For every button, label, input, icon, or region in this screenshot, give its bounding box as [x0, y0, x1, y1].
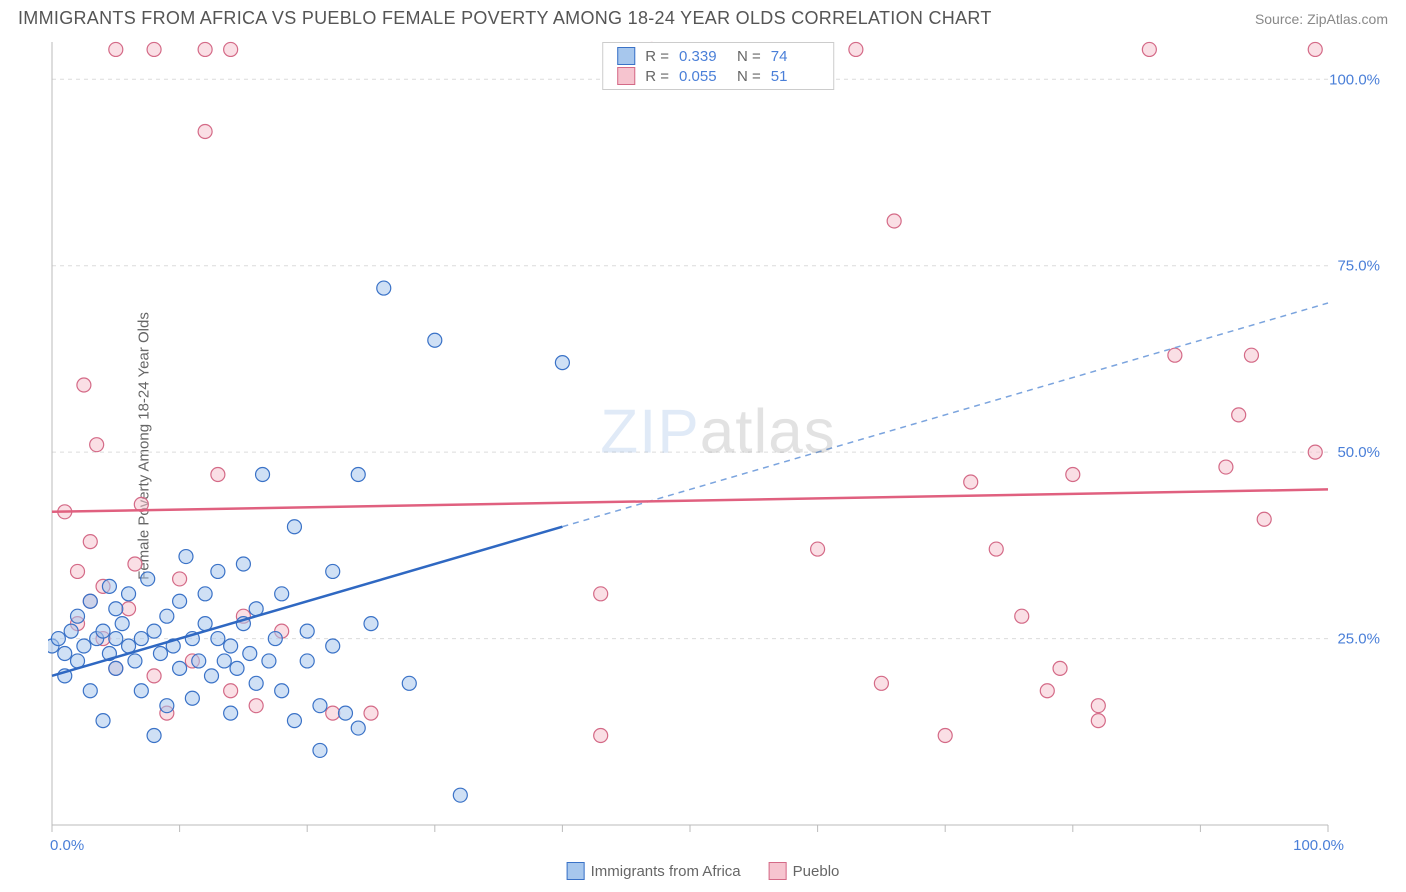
- legend-swatch-series-2: [617, 67, 635, 85]
- svg-text:75.0%: 75.0%: [1337, 258, 1380, 275]
- scatter-plot-svg: 25.0% 50.0% 75.0% 100.0%: [48, 40, 1388, 837]
- legend-label: Pueblo: [793, 863, 840, 880]
- legend-swatch-icon: [567, 862, 585, 880]
- legend-label: Immigrants from Africa: [591, 863, 741, 880]
- legend-item-series-2: Pueblo: [769, 862, 840, 880]
- legend-item-series-1: Immigrants from Africa: [567, 862, 741, 880]
- legend-row-series-2: R = 0.055 N = 51: [617, 66, 819, 86]
- chart-footer: 0.0% 100.0% Immigrants from Africa Puebl…: [0, 837, 1406, 892]
- legend-swatch-icon: [769, 862, 787, 880]
- x-max-label: 100.0%: [1293, 837, 1344, 854]
- legend-n-label: N =: [737, 48, 761, 65]
- source-label: Source: ZipAtlas.com: [1255, 11, 1388, 27]
- legend-swatch-series-1: [617, 47, 635, 65]
- legend-bottom: Immigrants from Africa Pueblo: [567, 862, 840, 880]
- legend-r-label: R =: [645, 48, 669, 65]
- chart-area: R = 0.339 N = 74 R = 0.055 N = 51 ZIPatl…: [48, 40, 1388, 837]
- svg-text:100.0%: 100.0%: [1329, 71, 1380, 88]
- legend-n-label: N =: [737, 68, 761, 85]
- legend-r-value-1: 0.339: [679, 48, 727, 65]
- legend-r-label: R =: [645, 68, 669, 85]
- legend-r-value-2: 0.055: [679, 68, 727, 85]
- svg-text:50.0%: 50.0%: [1337, 444, 1380, 461]
- svg-text:25.0%: 25.0%: [1337, 631, 1380, 648]
- x-min-label: 0.0%: [50, 837, 84, 854]
- legend-row-series-1: R = 0.339 N = 74: [617, 46, 819, 66]
- legend-correlation-box: R = 0.339 N = 74 R = 0.055 N = 51: [602, 42, 834, 90]
- legend-n-value-2: 51: [771, 68, 819, 85]
- legend-n-value-1: 74: [771, 48, 819, 65]
- chart-title: IMMIGRANTS FROM AFRICA VS PUEBLO FEMALE …: [18, 8, 992, 29]
